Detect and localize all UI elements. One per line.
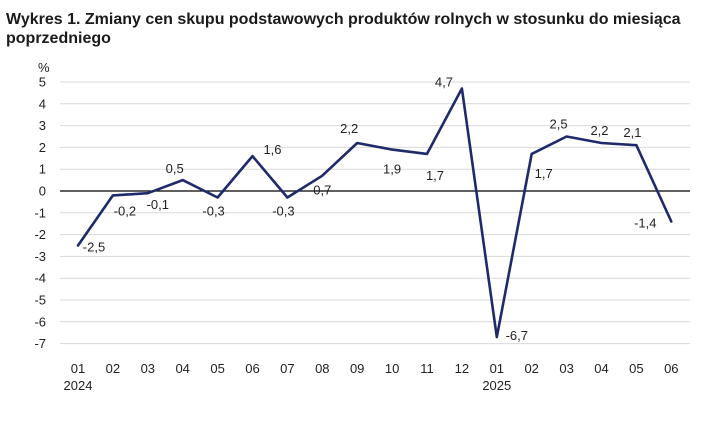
- data-label: 1,7: [535, 166, 553, 181]
- x-tick-label: 06: [664, 361, 678, 376]
- x-tick-label: 03: [559, 361, 573, 376]
- data-series: [76, 87, 673, 339]
- data-label: 0,7: [313, 183, 331, 198]
- x-tick-label: 07: [280, 361, 294, 376]
- y-tick-label: -3: [34, 249, 46, 264]
- data-label: 4,7: [435, 75, 453, 90]
- y-axis-unit: %: [38, 60, 50, 75]
- y-tick-label: 3: [39, 118, 46, 133]
- data-label: -1,4: [634, 216, 656, 231]
- y-tick-label: -1: [34, 205, 46, 220]
- x-tick-label: 06: [245, 361, 259, 376]
- x-tick-label: 01: [490, 361, 504, 376]
- chart-title: Wykres 1. Zmiany cen skupu podstawowych …: [6, 11, 681, 47]
- y-tick-label: 2: [39, 140, 46, 155]
- y-tick-label: 0: [39, 184, 46, 199]
- y-axis-ticks: 5 4 3 2 1 0 -1 -2 -3 -4 -5 -6 -7: [34, 75, 46, 352]
- x-tick-label: 09: [350, 361, 364, 376]
- x-tick-label: 01: [71, 361, 85, 376]
- data-label: 2,2: [590, 123, 608, 138]
- x-tick-label: 04: [594, 361, 608, 376]
- x-tick-label: 08: [315, 361, 329, 376]
- y-tick-label: -5: [34, 293, 46, 308]
- y-tick-label: -2: [34, 227, 46, 242]
- data-label: 2,2: [340, 121, 358, 136]
- data-label: 0,5: [166, 161, 184, 176]
- data-label: 2,5: [550, 117, 568, 132]
- grid-lines: [60, 81, 690, 345]
- data-label: -0,3: [272, 204, 294, 219]
- y-tick-label: 1: [39, 162, 46, 177]
- y-tick-label: -7: [34, 336, 46, 351]
- x-year-label: 2025: [482, 378, 511, 393]
- data-label: 1,9: [383, 162, 401, 177]
- data-label: -0,1: [147, 197, 169, 212]
- x-tick-label: 02: [524, 361, 538, 376]
- x-tick-label: 11: [420, 361, 434, 376]
- data-label: 2,1: [623, 125, 641, 140]
- data-label: -6,7: [506, 328, 528, 343]
- x-tick-label: 02: [106, 361, 120, 376]
- x-tick-label: 05: [629, 361, 643, 376]
- data-labels: -2,5 -0,2 -0,1 0,5 -0,3 1,6 -0,3 0,7 2,2 1,9 1,7 4,…: [83, 75, 657, 344]
- x-year-label: 2024: [64, 378, 93, 393]
- y-tick-label: 4: [39, 96, 46, 111]
- y-tick-label: -6: [34, 314, 46, 329]
- x-tick-label: 03: [141, 361, 155, 376]
- data-label: 1,6: [263, 142, 281, 157]
- x-tick-label: 12: [455, 361, 469, 376]
- x-tick-label: 10: [385, 361, 399, 376]
- y-tick-label: -4: [34, 271, 46, 286]
- data-label: 1,7: [426, 168, 444, 183]
- x-tick-label: 04: [175, 361, 189, 376]
- x-tick-label: 05: [210, 361, 224, 376]
- series-line: [76, 87, 673, 339]
- data-label: -0,3: [202, 204, 224, 219]
- data-label: -2,5: [83, 240, 105, 255]
- x-axis-ticks: 01 02 03 04 05 06 07 08 09 10 11 12 01 02 03 04 05 06 2024…: [64, 361, 679, 393]
- data-label: -0,2: [114, 203, 136, 218]
- y-tick-label: 5: [39, 75, 46, 90]
